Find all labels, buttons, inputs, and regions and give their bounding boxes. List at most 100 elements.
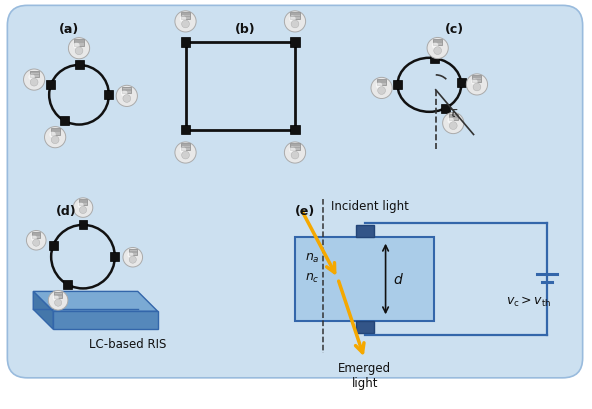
Circle shape [123,95,131,103]
FancyBboxPatch shape [7,7,583,378]
Circle shape [123,248,143,267]
Bar [377,80,386,86]
Circle shape [49,291,68,310]
Text: Incident light: Incident light [331,200,408,213]
Circle shape [434,47,442,55]
Circle shape [180,16,186,23]
Circle shape [75,48,83,56]
Bar [79,221,88,230]
Text: (e): (e) [295,204,315,218]
Circle shape [33,240,40,247]
Bar [128,249,137,255]
Circle shape [49,132,56,139]
Circle shape [127,252,133,258]
Bar [50,129,60,135]
Circle shape [473,84,481,92]
Circle shape [289,147,295,154]
Bar [60,117,69,126]
Bar [75,40,83,47]
Bar [356,225,374,237]
Circle shape [129,256,136,263]
Bar [430,55,439,63]
Circle shape [53,295,59,301]
Bar [63,280,72,289]
Circle shape [449,122,457,130]
Circle shape [79,207,86,214]
Text: (a): (a) [59,23,79,36]
Text: (d): (d) [56,204,76,218]
Bar [433,40,442,46]
Circle shape [180,147,186,154]
Circle shape [427,38,448,59]
Bar [441,104,450,113]
Circle shape [284,143,305,164]
Text: $v_{\rm c} > v_{\rm th}$: $v_{\rm c} > v_{\rm th}$ [506,294,552,308]
Bar [79,200,87,206]
Bar [295,237,435,321]
Circle shape [30,79,38,87]
Polygon shape [53,312,157,329]
Circle shape [466,74,488,96]
Circle shape [52,137,59,144]
Bar [356,321,374,333]
Bar [456,79,465,88]
Circle shape [371,78,392,99]
Circle shape [175,12,196,33]
Circle shape [443,113,464,134]
Circle shape [69,38,89,60]
Circle shape [28,74,35,81]
Bar [49,242,57,251]
Circle shape [182,152,189,160]
Circle shape [291,21,299,29]
Circle shape [376,83,382,90]
Circle shape [291,152,299,160]
Bar [47,81,56,90]
Circle shape [31,235,37,241]
Circle shape [73,198,93,218]
Circle shape [182,21,189,29]
Text: $d$: $d$ [392,272,403,287]
Circle shape [54,299,62,306]
Circle shape [116,86,137,107]
Bar [110,252,120,261]
Bar [181,144,190,151]
Bar [185,43,295,130]
Bar [32,232,40,238]
Circle shape [175,143,196,164]
Circle shape [27,231,46,250]
Bar [54,292,62,298]
Bar [181,13,190,20]
Text: (b): (b) [235,23,256,36]
Bar [181,38,191,48]
Bar [181,125,191,135]
Polygon shape [33,292,157,312]
Circle shape [44,127,66,148]
Text: Emerged
light: Emerged light [338,361,391,389]
Circle shape [121,91,127,97]
Circle shape [432,43,438,49]
Bar [290,125,300,135]
Bar [290,38,300,48]
Bar [291,13,300,20]
Text: LC-based RIS: LC-based RIS [89,337,166,350]
Text: $\tau$: $\tau$ [449,106,459,119]
Bar [75,61,83,70]
Circle shape [378,88,385,95]
Circle shape [289,16,295,23]
Bar [123,88,131,94]
Bar [30,71,38,78]
Circle shape [24,70,45,91]
Text: (c): (c) [445,23,464,36]
Polygon shape [33,292,53,329]
Text: $n_a$: $n_a$ [305,251,320,264]
Circle shape [448,118,454,124]
Bar [393,81,402,90]
Circle shape [471,79,478,86]
Circle shape [284,12,305,33]
Circle shape [73,43,80,50]
Bar [472,76,481,83]
Bar [449,115,458,121]
Circle shape [78,203,83,209]
Bar [291,144,300,151]
Bar [104,91,113,100]
